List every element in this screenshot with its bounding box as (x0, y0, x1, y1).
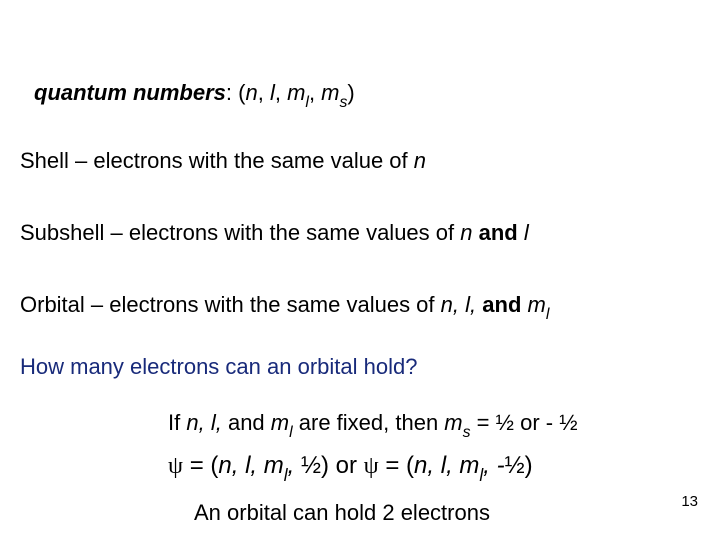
psi-symbol: ψ (168, 453, 183, 479)
t: are fixed, then (293, 410, 445, 435)
subshell-text: Subshell – electrons with the same value… (20, 220, 460, 245)
sep: , (275, 80, 287, 105)
orbital-text: Orbital – electrons with the same values… (20, 292, 441, 317)
c: , (453, 292, 465, 317)
subshell-and: and (473, 220, 524, 245)
eq: = ( (183, 452, 218, 479)
title-line: quantum numbers: (n, l, ml, ms) (34, 80, 355, 110)
orbital-n: n (441, 292, 453, 317)
n: n (186, 410, 198, 435)
page-number: 13 (681, 493, 698, 510)
c: , (427, 452, 440, 479)
half: ½ (505, 452, 525, 479)
slide: quantum numbers: (n, l, ml, ms) Shell – … (0, 0, 720, 540)
ms: ms (444, 410, 470, 435)
eq: = ( (379, 452, 414, 479)
c: , (199, 410, 211, 435)
fixed-line: If n, l, and ml are fixed, then ms = ½ o… (168, 410, 578, 440)
shell-line: Shell – electrons with the same value of… (20, 148, 426, 174)
subshell-l: l (524, 220, 529, 245)
question-text: How many electrons can an orbital hold? (20, 354, 417, 379)
qn-ms: ms (321, 80, 347, 105)
c: , (470, 292, 482, 317)
sep: , (309, 80, 321, 105)
question-line: How many electrons can an orbital hold? (20, 354, 417, 380)
subshell-n: n (460, 220, 472, 245)
close: ) (525, 452, 533, 479)
n: n (414, 452, 427, 479)
qn-ml: ml (287, 80, 309, 105)
t: If (168, 410, 186, 435)
ml: ml (264, 452, 288, 479)
close-paren: ) (347, 80, 354, 105)
c: , (446, 452, 459, 479)
shell-text: Shell – electrons with the same value of (20, 148, 414, 173)
c: , - (483, 452, 504, 479)
c: , (250, 452, 263, 479)
qn-n: n (245, 80, 257, 105)
orbital-line: Orbital – electrons with the same values… (20, 292, 549, 322)
c: , (288, 452, 301, 479)
subshell-line: Subshell – electrons with the same value… (20, 220, 529, 246)
psi-line: ψ = (n, l, ml, ½) or ψ = (n, l, ml, -½) (168, 452, 533, 484)
close: ) (321, 452, 336, 479)
title-prefix: quantum numbers (34, 80, 226, 105)
and: and (228, 410, 271, 435)
orbital-and: and (482, 292, 527, 317)
conclusion-text: An orbital can hold 2 electrons (194, 500, 490, 525)
c: , (216, 410, 228, 435)
orbital-ml: ml (528, 292, 550, 317)
c: , (232, 452, 245, 479)
shell-n: n (414, 148, 426, 173)
conclusion-line: An orbital can hold 2 electrons (194, 500, 490, 526)
title-colon: : ( (226, 80, 246, 105)
n: n (218, 452, 231, 479)
ml: ml (459, 452, 483, 479)
ml: ml (271, 410, 293, 435)
psi-symbol: ψ (364, 453, 379, 479)
sep: , (258, 80, 270, 105)
t: = ½ or - ½ (471, 410, 578, 435)
half: ½ (301, 452, 321, 479)
or: or (336, 452, 364, 479)
